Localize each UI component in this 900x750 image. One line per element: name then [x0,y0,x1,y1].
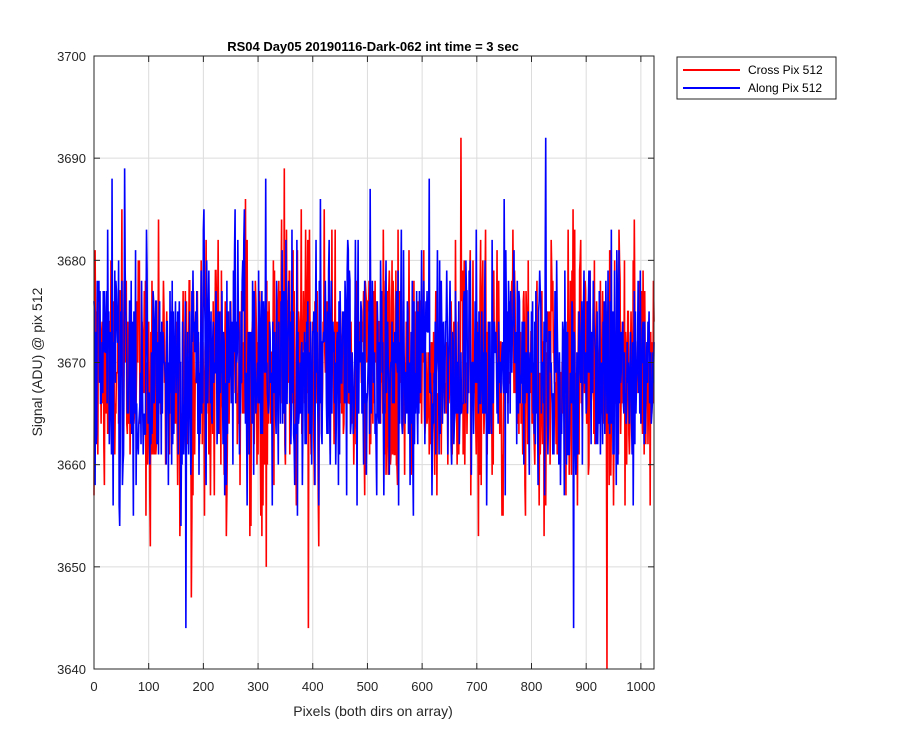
y-tick-label: 3680 [57,253,86,268]
series-line-1 [93,137,655,629]
axes: 0 100 200 300 400 500 600 700 800 900 1000 3640 3650… [57,49,655,694]
x-tick-label: 100 [138,679,160,694]
series-line-0 [93,137,655,670]
x-tick-label: 700 [466,679,488,694]
plot-area [93,137,655,670]
legend-box [676,56,837,100]
x-tick-label: 1000 [626,679,655,694]
legend-label-cross: Cross Pix 512 [748,63,823,77]
y-tick-label: 3650 [57,560,86,575]
y-axis-label: Signal (ADU) @ pix 512 [29,287,45,436]
y-tick-label: 3660 [57,458,86,473]
y-tick-label: 3670 [57,356,86,371]
x-tick-label: 200 [193,679,215,694]
legend-label-along: Along Pix 512 [748,81,822,95]
y-tick-label: 3640 [57,662,86,677]
x-tick-label: 800 [521,679,543,694]
x-tick-label: 900 [575,679,597,694]
x-tick-label: 400 [302,679,324,694]
y-tick-label: 3700 [57,49,86,64]
x-tick-label: 500 [357,679,379,694]
y-tick-label: 3690 [57,151,86,166]
x-tick-label: 600 [411,679,433,694]
chart-title: RS04 Day05 20190116-Dark-062 int time = … [227,39,519,54]
x-axis-label: Pixels (both dirs on array) [293,703,453,719]
legend: Cross Pix 512 Along Pix 512 [676,56,837,100]
x-tick-label: 0 [90,679,97,694]
x-tick-label: 300 [247,679,269,694]
